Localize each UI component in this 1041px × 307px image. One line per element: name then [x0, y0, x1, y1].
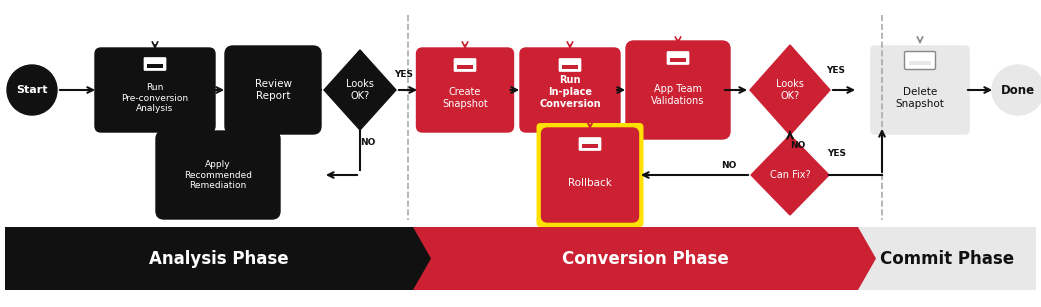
Text: Run
Pre-conversion
Analysis: Run Pre-conversion Analysis: [122, 83, 188, 113]
Text: NO: NO: [790, 141, 806, 150]
FancyBboxPatch shape: [626, 41, 730, 139]
FancyBboxPatch shape: [536, 123, 643, 227]
Text: YES: YES: [827, 65, 845, 75]
Text: Commit Phase: Commit Phase: [880, 250, 1014, 267]
Polygon shape: [5, 227, 433, 290]
Polygon shape: [750, 45, 830, 135]
Text: Conversion Phase: Conversion Phase: [562, 250, 729, 267]
Bar: [582, 144, 598, 147]
Text: Apply
Recommended
Remediation: Apply Recommended Remediation: [184, 160, 252, 190]
Text: NO: NO: [360, 138, 376, 146]
Text: NO: NO: [721, 161, 737, 169]
Bar: [909, 61, 931, 65]
Text: Rollback: Rollback: [568, 178, 612, 188]
Bar: [670, 58, 686, 61]
Text: Done: Done: [1001, 84, 1035, 96]
Text: Delete
Snapshot: Delete Snapshot: [895, 87, 944, 109]
FancyBboxPatch shape: [454, 59, 476, 72]
Text: Looks
OK?: Looks OK?: [776, 79, 804, 101]
Text: Create
Snapshot: Create Snapshot: [442, 87, 488, 109]
FancyBboxPatch shape: [667, 52, 689, 64]
Polygon shape: [324, 50, 396, 130]
FancyBboxPatch shape: [559, 59, 581, 72]
Ellipse shape: [992, 65, 1041, 115]
Polygon shape: [413, 227, 878, 290]
Text: YES: YES: [828, 149, 846, 157]
Text: Review
Report: Review Report: [254, 79, 291, 101]
Text: Can Fix?: Can Fix?: [769, 170, 810, 180]
FancyBboxPatch shape: [156, 131, 280, 219]
Bar: [457, 65, 473, 68]
Text: Analysis Phase: Analysis Phase: [149, 250, 288, 267]
FancyBboxPatch shape: [144, 57, 166, 71]
Ellipse shape: [7, 65, 57, 115]
FancyBboxPatch shape: [905, 52, 936, 69]
FancyBboxPatch shape: [225, 46, 321, 134]
Text: Looks
OK?: Looks OK?: [346, 79, 374, 101]
FancyBboxPatch shape: [95, 48, 215, 132]
Polygon shape: [751, 135, 829, 215]
Text: Run
In-place
Conversion: Run In-place Conversion: [539, 76, 601, 109]
Text: YES: YES: [395, 69, 413, 79]
Text: Start: Start: [17, 85, 48, 95]
FancyBboxPatch shape: [416, 48, 513, 132]
Polygon shape: [858, 227, 1036, 290]
FancyBboxPatch shape: [541, 128, 638, 222]
FancyBboxPatch shape: [520, 48, 620, 132]
Bar: [147, 64, 163, 68]
Text: App Team
Validations: App Team Validations: [652, 84, 705, 106]
FancyBboxPatch shape: [579, 138, 601, 150]
FancyBboxPatch shape: [871, 46, 969, 134]
Bar: [562, 65, 578, 68]
